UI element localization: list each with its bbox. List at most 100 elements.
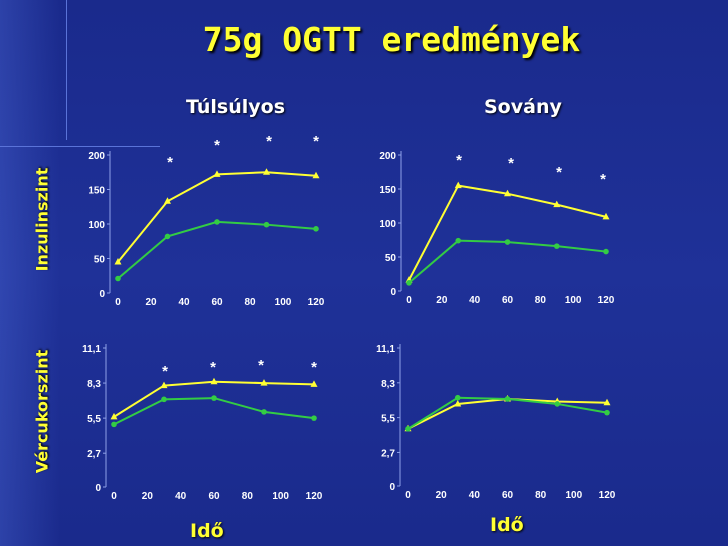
data-point-obese	[553, 200, 561, 208]
x-tick-label: 100	[565, 295, 582, 306]
data-point-lean	[263, 221, 270, 228]
y-tick-label: 0	[99, 289, 105, 300]
y-tick-label: 50	[94, 255, 106, 266]
data-point-lean	[261, 409, 267, 415]
series-line-lean	[408, 239, 607, 284]
significance-star: *	[508, 155, 514, 172]
x-tick-label: 100	[565, 490, 582, 501]
significance-star: *	[167, 154, 173, 171]
y-tick-label: 200	[379, 151, 396, 162]
data-point-lean	[313, 226, 319, 232]
column-label-obese: Túlsúlyos	[186, 96, 286, 118]
data-point-lean	[161, 396, 167, 403]
x-tick-label: 40	[469, 490, 481, 501]
data-point-obese	[114, 257, 122, 265]
data-point-lean	[214, 219, 220, 225]
decor-horizontal-line	[0, 146, 160, 147]
data-point-obese	[160, 381, 168, 389]
data-point-obese	[312, 171, 320, 179]
significance-star: *	[311, 359, 317, 376]
series-line-obese	[117, 171, 317, 263]
x-tick-label: 40	[175, 491, 187, 502]
y-tick-label: 0	[389, 482, 395, 493]
x-tick-label: 20	[145, 297, 157, 308]
data-point-obese	[263, 168, 270, 175]
data-point-obese	[602, 212, 610, 220]
x-tick-label: 20	[142, 491, 154, 502]
data-point-obese	[310, 380, 318, 387]
y-tick-label: 200	[88, 151, 105, 162]
y-tick-label: 5,5	[87, 414, 101, 425]
series-line-obese	[408, 184, 607, 281]
x-axis-label-right: Idő	[490, 514, 524, 536]
data-point-obese	[213, 170, 221, 177]
background-stripe	[0, 0, 60, 546]
y-tick-label: 11,1	[376, 344, 395, 355]
x-tick-label: 20	[436, 490, 448, 501]
x-tick-label: 0	[111, 491, 117, 502]
y-tick-label: 0	[390, 287, 396, 298]
y-tick-label: 8,3	[381, 379, 395, 390]
data-point-lean	[603, 248, 609, 255]
data-point-lean	[604, 409, 610, 416]
significance-star: *	[456, 152, 462, 169]
x-tick-label: 120	[308, 297, 325, 308]
x-tick-label: 80	[535, 490, 547, 501]
decor-vertical-line	[66, 0, 67, 140]
data-point-lean	[554, 401, 561, 407]
data-point-obese	[603, 398, 611, 406]
series-line-lean	[117, 220, 317, 280]
y-tick-label: 0	[95, 483, 101, 494]
x-tick-label: 40	[469, 295, 481, 306]
x-tick-label: 60	[211, 297, 223, 308]
data-point-obese	[454, 399, 462, 407]
y-tick-label: 2,7	[87, 449, 101, 460]
x-tick-label: 0	[406, 295, 412, 306]
x-axis-label-left: Idő	[190, 520, 224, 542]
x-tick-label: 0	[115, 297, 121, 308]
y-tick-label: 2,7	[381, 448, 395, 459]
data-point-lean	[553, 243, 560, 249]
significance-star: *	[556, 164, 562, 181]
y-tick-label: 50	[385, 253, 397, 264]
x-tick-label: 80	[244, 297, 256, 308]
series-line-obese	[407, 397, 608, 430]
data-point-lean	[164, 233, 171, 240]
series-line-lean	[113, 397, 315, 426]
x-tick-label: 60	[208, 491, 220, 502]
y-tick-label: 5,5	[381, 414, 395, 425]
x-tick-label: 120	[306, 491, 323, 502]
x-tick-label: 0	[405, 490, 411, 501]
y-tick-label: 100	[88, 220, 105, 231]
x-tick-label: 100	[272, 491, 289, 502]
y-tick-label: 150	[379, 185, 396, 196]
significance-star: *	[210, 359, 216, 376]
x-tick-label: 100	[275, 297, 292, 308]
x-tick-label: 120	[599, 490, 616, 501]
y-tick-label: 150	[88, 186, 105, 197]
significance-star: *	[600, 171, 606, 188]
significance-star: *	[162, 363, 168, 380]
data-point-lean	[504, 239, 511, 245]
data-point-obese	[504, 189, 511, 197]
significance-star: *	[266, 133, 272, 150]
data-point-lean	[454, 394, 461, 401]
data-point-lean	[504, 396, 511, 402]
significance-star: *	[258, 357, 264, 374]
column-label-lean: Sovány	[484, 96, 562, 118]
data-point-lean	[406, 280, 412, 286]
data-point-obese	[110, 412, 118, 420]
y-tick-label: 100	[379, 219, 396, 230]
data-point-lean	[455, 237, 462, 244]
data-point-lean	[115, 275, 121, 282]
data-point-lean	[405, 426, 411, 432]
data-point-lean	[311, 415, 317, 421]
x-tick-label: 120	[598, 295, 615, 306]
slide-title: 75g OGTT eredmények	[202, 20, 581, 59]
x-tick-label: 20	[436, 295, 448, 306]
x-tick-label: 40	[178, 297, 190, 308]
x-tick-label: 80	[535, 295, 547, 306]
data-point-lean	[211, 395, 217, 401]
x-tick-label: 80	[242, 491, 254, 502]
